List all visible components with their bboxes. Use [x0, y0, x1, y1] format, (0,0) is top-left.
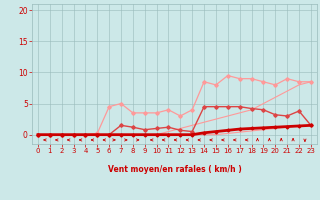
- X-axis label: Vent moyen/en rafales ( km/h ): Vent moyen/en rafales ( km/h ): [108, 165, 241, 174]
